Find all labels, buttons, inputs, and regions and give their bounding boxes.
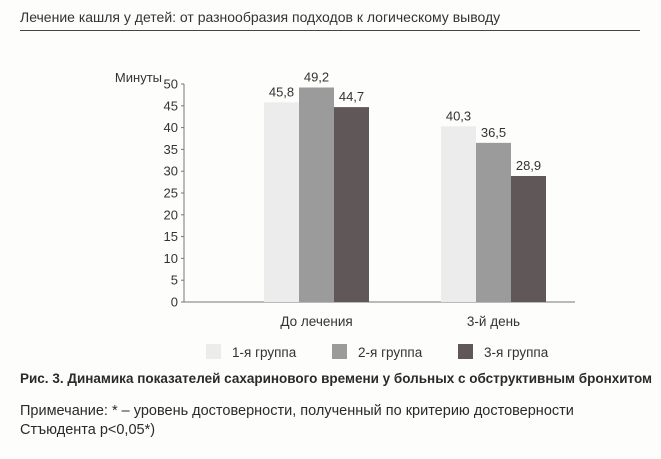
y-tick-label: 10 (164, 251, 178, 266)
bar-value-label: 28,9 (516, 158, 541, 173)
bar (264, 102, 299, 302)
y-tick-label: 40 (164, 120, 178, 135)
legend-swatch (332, 344, 347, 359)
y-axis-label: Минуты (115, 70, 162, 85)
y-tick-label: 15 (164, 229, 178, 244)
bar (299, 87, 334, 302)
bar-chart: Минуты 0 5 10 15 20 25 30 35 40 45 50 45,8 49,2 44,7… (115, 69, 575, 360)
y-tick-label: 50 (164, 77, 178, 92)
y-tick-label: 0 (171, 295, 178, 310)
y-axis-ticks: 0 5 10 15 20 25 30 35 40 45 50 (164, 77, 184, 310)
bar (476, 142, 511, 302)
running-header: Лечение кашля у детей: от разнообразия п… (20, 9, 501, 25)
legend-swatch (458, 344, 473, 359)
figure-caption: Рис. 3. Динамика показателей сахариновог… (20, 371, 653, 386)
y-tick-label: 25 (164, 186, 178, 201)
legend-swatch (206, 344, 221, 359)
y-tick-label: 35 (164, 142, 178, 157)
x-axis-categories: До лечения 3-й день (280, 314, 520, 329)
y-tick-label: 20 (164, 207, 178, 222)
y-tick-label: 5 (171, 273, 178, 288)
bar-value-labels: 45,8 49,2 44,7 40,3 36,5 28,9 (269, 69, 541, 173)
legend-label: 2-я группа (358, 345, 423, 360)
x-category-label: 3-й день (467, 314, 520, 329)
x-category-label: До лечения (280, 314, 352, 329)
bar (511, 175, 546, 302)
bar-value-label: 45,8 (269, 84, 294, 99)
figure-note: Примечание: * – уровень достоверности, п… (20, 403, 574, 438)
bar-value-label: 36,5 (481, 125, 506, 140)
bar-value-label: 49,2 (304, 69, 329, 84)
bar (441, 126, 476, 303)
legend: 1-я группа 2-я группа 3-я группа (206, 344, 549, 360)
bar-value-label: 44,7 (339, 89, 364, 104)
bar-value-label: 40,3 (446, 108, 471, 123)
legend-label: 1-я группа (232, 345, 297, 360)
y-tick-label: 45 (164, 98, 178, 113)
y-tick-label: 30 (164, 164, 178, 179)
bars (264, 87, 546, 303)
legend-label: 3-я группа (484, 345, 549, 360)
bar (334, 107, 369, 302)
header-rule (20, 30, 640, 31)
